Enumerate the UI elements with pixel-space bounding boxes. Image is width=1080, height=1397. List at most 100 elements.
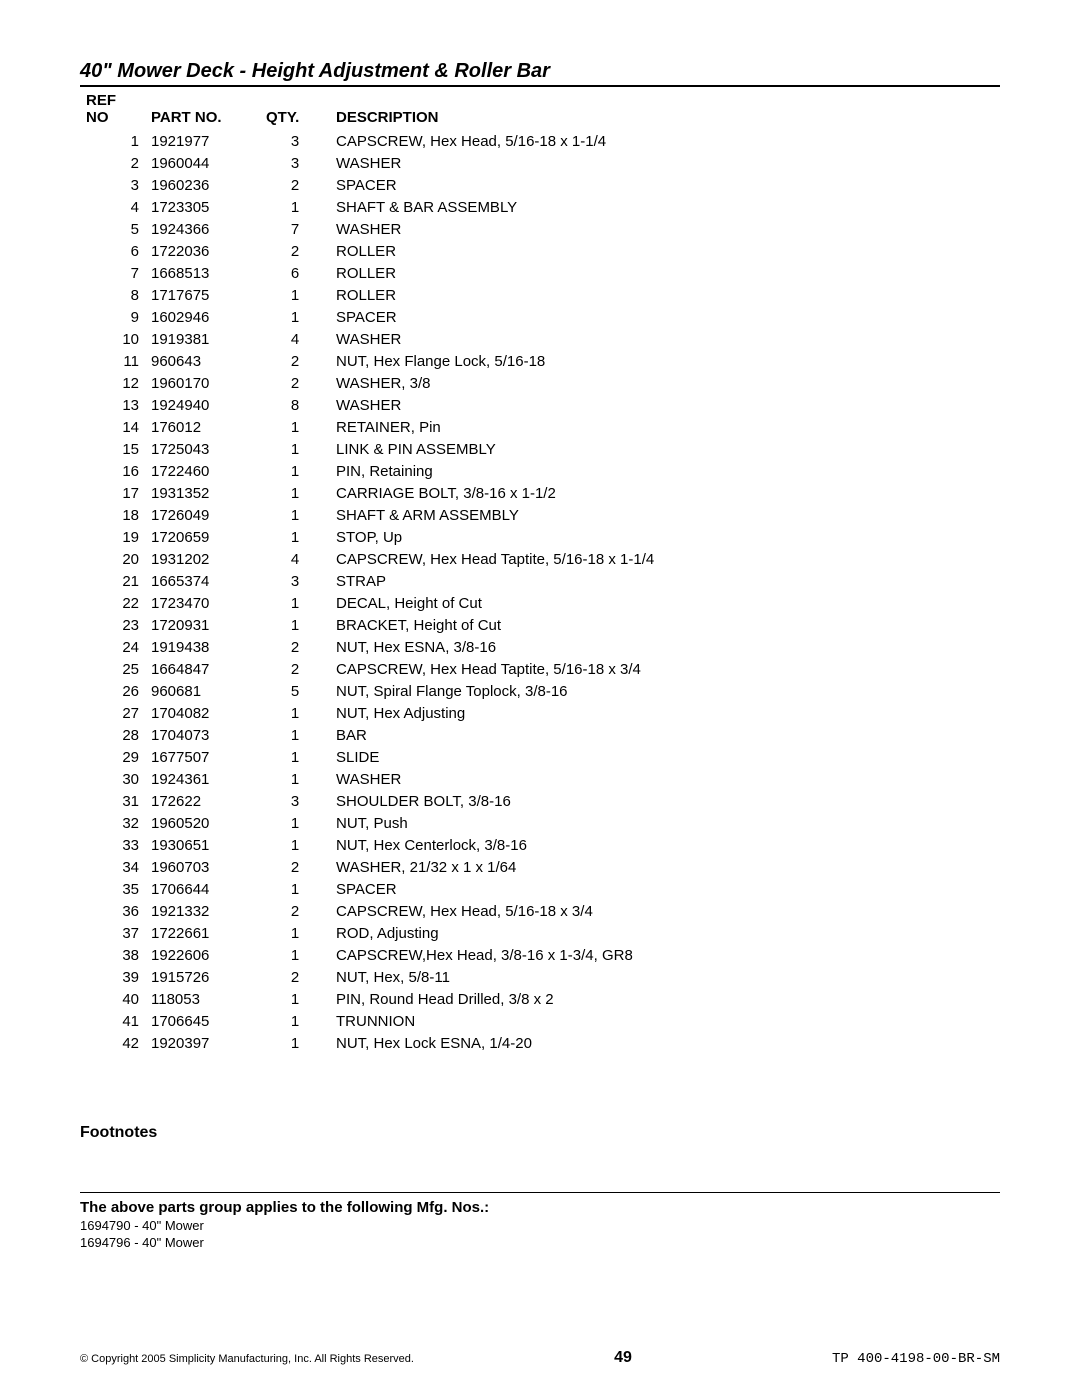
table-row: 3517066441SPACER: [80, 878, 1000, 900]
table-row: 119606432NUT, Hex Flange Lock, 5/16-18: [80, 350, 1000, 372]
cell-ref: 16: [80, 460, 145, 482]
table-row: 1019193814WASHER: [80, 328, 1000, 350]
cell-ref: 19: [80, 526, 145, 548]
cell-part: 1725043: [145, 438, 260, 460]
cell-part: 1706644: [145, 878, 260, 900]
mfg-line: 1694796 - 40" Mower: [80, 1235, 1000, 1250]
cell-desc: NUT, Hex Flange Lock, 5/16-18: [330, 350, 1000, 372]
table-row: 3219605201NUT, Push: [80, 812, 1000, 834]
cell-qty: 1: [260, 284, 330, 306]
cell-qty: 2: [260, 636, 330, 658]
cell-qty: 1: [260, 834, 330, 856]
cell-desc: SPACER: [330, 174, 1000, 196]
cell-ref: 34: [80, 856, 145, 878]
cell-ref: 10: [80, 328, 145, 350]
table-row: 1319249408WASHER: [80, 394, 1000, 416]
table-row: 141760121RETAINER, Pin: [80, 416, 1000, 438]
cell-qty: 5: [260, 680, 330, 702]
cell-ref: 31: [80, 790, 145, 812]
cell-qty: 4: [260, 548, 330, 570]
page-footer: © Copyright 2005 Simplicity Manufacturin…: [80, 1349, 1000, 1367]
cell-ref: 8: [80, 284, 145, 306]
cell-part: 1960520: [145, 812, 260, 834]
cell-desc: STOP, Up: [330, 526, 1000, 548]
cell-qty: 1: [260, 1010, 330, 1032]
cell-qty: 4: [260, 328, 330, 350]
cell-part: 1668513: [145, 262, 260, 284]
cell-desc: ROD, Adjusting: [330, 922, 1000, 944]
cell-ref: 11: [80, 350, 145, 372]
cell-part: 1723470: [145, 592, 260, 614]
cell-desc: NUT, Spiral Flange Toplock, 3/8-16: [330, 680, 1000, 702]
cell-part: 1924940: [145, 394, 260, 416]
cell-part: 960681: [145, 680, 260, 702]
cell-qty: 2: [260, 900, 330, 922]
cell-desc: SHAFT & ARM ASSEMBLY: [330, 504, 1000, 526]
cell-part: 1723305: [145, 196, 260, 218]
cell-part: 172622: [145, 790, 260, 812]
table-row: 417233051SHAFT & BAR ASSEMBLY: [80, 196, 1000, 218]
table-row: 2516648472CAPSCREW, Hex Head Taptite, 5/…: [80, 658, 1000, 680]
col-ref-header: REF NO: [80, 90, 145, 130]
cell-qty: 2: [260, 966, 330, 988]
cell-ref: 32: [80, 812, 145, 834]
cell-part: 1960236: [145, 174, 260, 196]
cell-ref: 27: [80, 702, 145, 724]
table-row: 2116653743STRAP: [80, 570, 1000, 592]
cell-ref: 36: [80, 900, 145, 922]
cell-desc: WASHER: [330, 152, 1000, 174]
cell-qty: 7: [260, 218, 330, 240]
cell-part: 1919438: [145, 636, 260, 658]
cell-qty: 1: [260, 1032, 330, 1054]
cell-ref: 12: [80, 372, 145, 394]
cell-ref: 42: [80, 1032, 145, 1054]
col-desc-header: DESCRIPTION: [330, 90, 1000, 130]
cell-ref: 21: [80, 570, 145, 592]
cell-ref: 18: [80, 504, 145, 526]
cell-qty: 1: [260, 196, 330, 218]
cell-desc: WASHER: [330, 218, 1000, 240]
table-row: 2717040821NUT, Hex Adjusting: [80, 702, 1000, 724]
cell-qty: 2: [260, 372, 330, 394]
cell-qty: 1: [260, 724, 330, 746]
col-qty-header: QTY.: [260, 90, 330, 130]
cell-ref: 25: [80, 658, 145, 680]
cell-part: 1704073: [145, 724, 260, 746]
cell-ref: 33: [80, 834, 145, 856]
cell-desc: NUT, Hex, 5/8-11: [330, 966, 1000, 988]
cell-qty: 2: [260, 240, 330, 262]
cell-qty: 3: [260, 790, 330, 812]
cell-desc: CAPSCREW, Hex Head Taptite, 5/16-18 x 1-…: [330, 548, 1000, 570]
cell-desc: PIN, Retaining: [330, 460, 1000, 482]
cell-ref: 3: [80, 174, 145, 196]
cell-part: 1602946: [145, 306, 260, 328]
table-row: 1719313521CARRIAGE BOLT, 3/8-16 x 1-1/2: [80, 482, 1000, 504]
cell-desc: NUT, Hex Centerlock, 3/8-16: [330, 834, 1000, 856]
copyright-text: © Copyright 2005 Simplicity Manufacturin…: [80, 1353, 414, 1365]
cell-part: 1717675: [145, 284, 260, 306]
cell-part: 1922606: [145, 944, 260, 966]
cell-desc: STRAP: [330, 570, 1000, 592]
cell-ref: 5: [80, 218, 145, 240]
cell-part: 176012: [145, 416, 260, 438]
cell-ref: 17: [80, 482, 145, 504]
cell-part: 1921332: [145, 900, 260, 922]
cell-desc: CAPSCREW, Hex Head Taptite, 5/16-18 x 3/…: [330, 658, 1000, 680]
page-number: 49: [614, 1349, 632, 1367]
cell-desc: CAPSCREW,Hex Head, 3/8-16 x 1-3/4, GR8: [330, 944, 1000, 966]
cell-part: 1960170: [145, 372, 260, 394]
cell-qty: 1: [260, 306, 330, 328]
cell-desc: CAPSCREW, Hex Head, 5/16-18 x 1-1/4: [330, 130, 1000, 152]
cell-qty: 6: [260, 262, 330, 284]
cell-desc: BRACKET, Height of Cut: [330, 614, 1000, 636]
table-row: 716685136ROLLER: [80, 262, 1000, 284]
document-id: TP 400-4198-00-BR-SM: [832, 1351, 1000, 1367]
cell-ref: 23: [80, 614, 145, 636]
title-rule: [80, 85, 1000, 87]
cell-desc: NUT, Hex Lock ESNA, 1/4-20: [330, 1032, 1000, 1054]
cell-qty: 1: [260, 768, 330, 790]
cell-qty: 1: [260, 922, 330, 944]
cell-qty: 1: [260, 878, 330, 900]
cell-ref: 7: [80, 262, 145, 284]
cell-desc: SHAFT & BAR ASSEMBLY: [330, 196, 1000, 218]
